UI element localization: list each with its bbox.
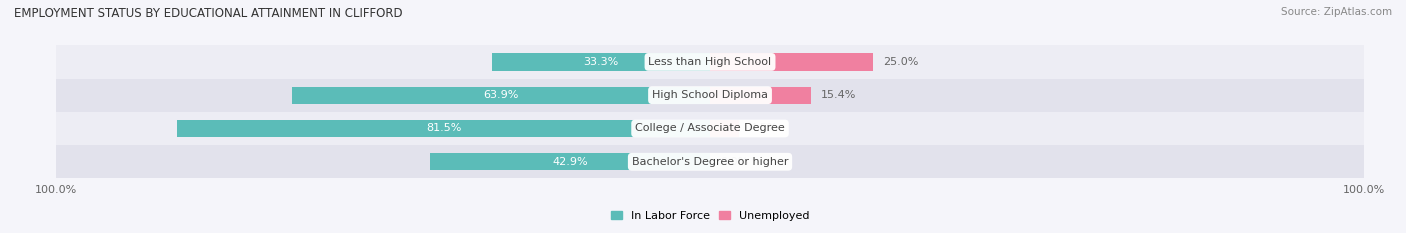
- Bar: [710, 120, 740, 137]
- Legend: In Labor Force, Unemployed: In Labor Force, Unemployed: [606, 206, 814, 225]
- Text: 15.4%: 15.4%: [821, 90, 856, 100]
- Text: Bachelor's Degree or higher: Bachelor's Degree or higher: [631, 157, 789, 167]
- Text: 81.5%: 81.5%: [426, 123, 461, 134]
- Text: 63.9%: 63.9%: [484, 90, 519, 100]
- Bar: [56, 112, 1364, 145]
- Text: 0.0%: 0.0%: [720, 157, 748, 167]
- Bar: [492, 53, 710, 71]
- Bar: [56, 79, 1364, 112]
- Text: Source: ZipAtlas.com: Source: ZipAtlas.com: [1281, 7, 1392, 17]
- Bar: [292, 86, 710, 104]
- Bar: [710, 53, 873, 71]
- Text: High School Diploma: High School Diploma: [652, 90, 768, 100]
- Bar: [56, 145, 1364, 178]
- Text: 25.0%: 25.0%: [883, 57, 918, 67]
- Text: EMPLOYMENT STATUS BY EDUCATIONAL ATTAINMENT IN CLIFFORD: EMPLOYMENT STATUS BY EDUCATIONAL ATTAINM…: [14, 7, 402, 20]
- Text: College / Associate Degree: College / Associate Degree: [636, 123, 785, 134]
- Bar: [710, 86, 811, 104]
- Text: 33.3%: 33.3%: [583, 57, 619, 67]
- Text: 4.5%: 4.5%: [749, 123, 778, 134]
- Bar: [430, 153, 710, 170]
- Bar: [177, 120, 710, 137]
- Text: Less than High School: Less than High School: [648, 57, 772, 67]
- Text: 42.9%: 42.9%: [553, 157, 588, 167]
- Bar: [56, 45, 1364, 79]
